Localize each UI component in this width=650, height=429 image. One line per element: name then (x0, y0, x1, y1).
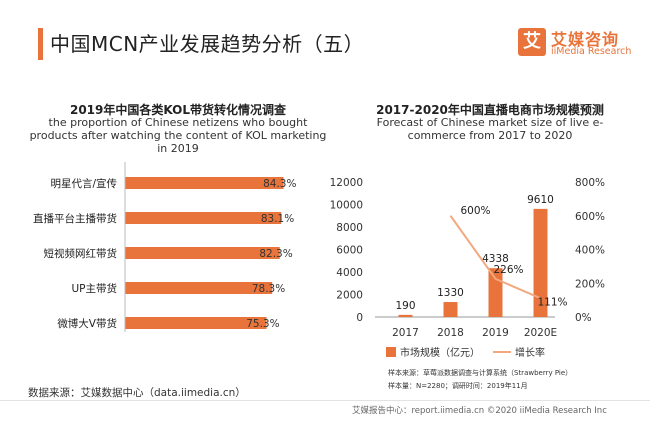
left-category-label: 明星代言/宣传 (50, 177, 117, 190)
right-right-axis-tick: 400% (575, 245, 605, 257)
left-category-label: 微博大V带货 (57, 317, 117, 330)
page-title: 中国MCN产业发展趋势分析（五） (50, 32, 365, 56)
right-right-axis-tick: 200% (575, 278, 605, 290)
logo-cn-text: 艾媒咨询 (551, 30, 620, 49)
left-value-label: 83.1% (261, 213, 294, 225)
market-size-bar (533, 208, 548, 317)
right-category-label: 2018 (437, 327, 464, 339)
left-chart-title: 2019年中国各类KOL带货转化情况调查 (69, 103, 286, 117)
title-accent-bar (38, 28, 43, 60)
right-right-axis-tick: 600% (575, 211, 605, 223)
growth-rate-label: 600% (461, 205, 491, 217)
left-bar (125, 247, 280, 259)
sample-size-note: 样本量：N=2280；调研时间：2019年11月 (388, 382, 528, 390)
footer-text: 艾媒报告中心：report.iimedia.cn ©2020 iiMedia R… (352, 406, 607, 416)
left-bar (125, 317, 267, 329)
data-source: 数据来源：艾媒数据中心（data.iimedia.cn） (28, 387, 246, 399)
right-left-axis-tick: 10000 (330, 200, 363, 212)
market-size-label: 1330 (437, 287, 464, 299)
left-value-label: 78.3% (252, 283, 285, 295)
growth-rate-label: 226% (494, 264, 524, 276)
right-chart-title: 2017-2020年中国直播电商市场规模预测 (376, 103, 604, 117)
left-bar (125, 282, 273, 294)
left-category-label: UP主带货 (71, 282, 117, 295)
logo-en-text: iiMedia Research (551, 46, 632, 57)
right-left-axis-tick: 0 (356, 312, 363, 324)
left-chart-subtitle: the proportion of Chinese netizens who b… (29, 116, 327, 155)
right-left-axis-tick: 2000 (336, 290, 363, 302)
growth-rate-line (449, 215, 541, 300)
live-ecommerce-market-chart: 0 2000 4000 6000 8000 10000 12000 0% 200% 400% 600… (330, 177, 605, 359)
left-value-label: 75.3% (246, 318, 279, 330)
market-size-bar (443, 302, 458, 317)
left-value-label: 82.3% (259, 248, 292, 260)
right-left-axis-tick: 12000 (330, 177, 363, 189)
right-right-axis-tick: 0% (575, 312, 592, 324)
legend-bar-swatch (386, 347, 396, 357)
right-right-axis-tick: 800% (575, 177, 605, 189)
legend-bar-label: 市场规模（亿元） (400, 346, 480, 359)
left-category-label: 短视频网红带货 (44, 247, 118, 260)
left-value-label: 84.3% (263, 178, 296, 190)
logo-mark: 艾 (518, 28, 546, 56)
right-left-axis-tick: 4000 (336, 267, 363, 279)
right-category-label: 2020E (524, 327, 557, 339)
growth-rate-label: 111% (538, 296, 568, 308)
right-category-label: 2019 (482, 327, 509, 339)
right-category-label: 2017 (392, 327, 419, 339)
left-category-label: 直播平台主播带货 (33, 212, 117, 225)
left-bar (125, 177, 284, 189)
iimedia-logo: 艾 艾媒咨询 iiMedia Research (518, 26, 632, 62)
market-size-label: 9610 (527, 194, 554, 206)
market-size-bar (398, 314, 413, 317)
right-chart-subtitle: Forecast of Chinese market size of live … (376, 116, 604, 142)
right-left-axis-tick: 8000 (336, 222, 363, 234)
left-bar (125, 212, 282, 224)
sample-source-note: 样本来源：草莓派数据调查与计算系统（Strawberry Pie） (388, 369, 573, 377)
market-size-label: 4338 (482, 253, 509, 265)
right-left-axis-tick: 6000 (336, 245, 363, 257)
footer-divider (0, 400, 650, 401)
legend-line-label: 增长率 (515, 346, 545, 359)
market-size-label: 190 (395, 300, 415, 312)
